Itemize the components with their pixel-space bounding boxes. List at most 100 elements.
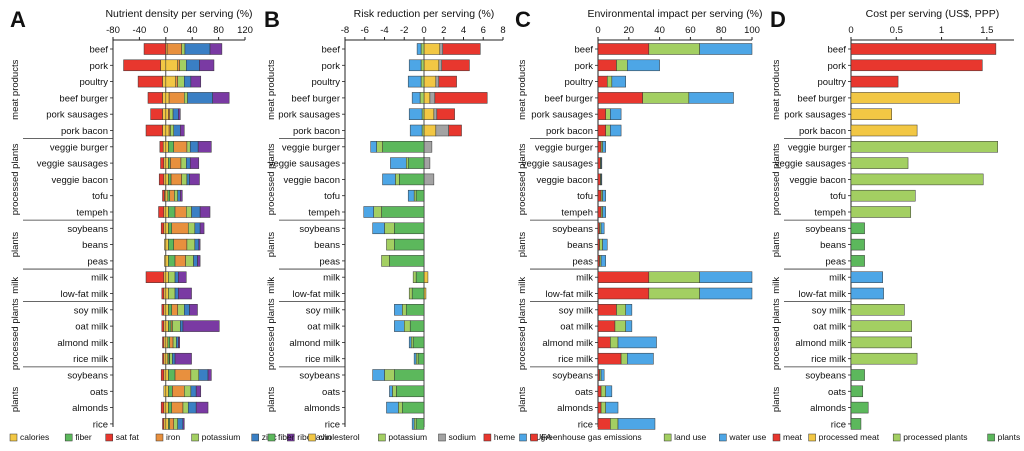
- bar-segment: [170, 157, 182, 169]
- bar-segment: [408, 287, 413, 300]
- legend-swatch: [378, 433, 386, 442]
- row-label: veggie bacon: [51, 175, 108, 186]
- bar-segment: [178, 108, 181, 120]
- bar-segment: [175, 75, 178, 88]
- bar-segment: [423, 75, 437, 88]
- bar-segment: [398, 401, 403, 414]
- row-label: tempeh: [561, 208, 593, 219]
- bar-segment: [382, 141, 425, 153]
- bar-segment: [165, 320, 169, 332]
- x-tick-label: 0: [421, 25, 426, 36]
- row-label: poultry: [311, 77, 340, 88]
- bar-segment: [610, 108, 622, 120]
- bar-segment: [419, 92, 425, 104]
- x-tick-label: 40: [654, 25, 665, 36]
- bar-segment: [166, 43, 182, 55]
- row-label: soy milk: [74, 305, 109, 316]
- bar-segment: [190, 75, 202, 88]
- bar-segment: [147, 92, 163, 104]
- bar-segment: [402, 304, 407, 316]
- bar: [850, 43, 997, 55]
- legend-swatch: [155, 433, 164, 442]
- x-tick-label: 80: [213, 25, 224, 36]
- row-label: oat milk: [560, 322, 593, 333]
- bar-segment: [165, 238, 169, 251]
- group-label: meat products: [266, 59, 277, 119]
- bar-segment: [189, 157, 200, 169]
- bar-segment: [417, 352, 425, 365]
- bar: [850, 59, 983, 72]
- x-tick-label: 100: [744, 25, 760, 36]
- bar-segment: [625, 320, 633, 332]
- bar-segment: [597, 108, 606, 120]
- bar-segment: [162, 418, 165, 430]
- bar-segment: [207, 369, 212, 381]
- bar-segment: [423, 173, 435, 186]
- bar-segment: [171, 222, 189, 235]
- bar-segment: [441, 59, 470, 72]
- legend-swatch: [267, 433, 276, 442]
- row-label: almond milk: [57, 338, 108, 349]
- row-label: tofu: [92, 191, 108, 202]
- legend-label: land use: [674, 432, 706, 442]
- bar-segment: [597, 59, 617, 72]
- legend-swatch: [64, 433, 73, 442]
- bar-segment: [408, 336, 412, 349]
- row-label: pork bacon: [293, 126, 340, 137]
- row-label: veggie bacon: [536, 175, 593, 186]
- group-label: processed plants: [771, 298, 782, 370]
- bar-segment: [438, 75, 457, 88]
- bar-segment: [170, 124, 174, 137]
- group-label: processed plants: [266, 143, 277, 215]
- bar-segment: [423, 287, 427, 300]
- bar-segment: [186, 173, 190, 186]
- row-label: beef: [322, 45, 341, 56]
- bar-segment: [648, 43, 700, 55]
- row-label: pork: [90, 61, 109, 72]
- bar-segment: [386, 238, 395, 251]
- row-label: beans: [820, 240, 846, 251]
- bar-segment: [162, 75, 167, 88]
- bar-segment: [186, 238, 196, 251]
- row-label: beans: [567, 240, 593, 251]
- row-label: milk: [323, 273, 340, 284]
- bar-segment: [174, 206, 187, 218]
- bar-segment: [408, 108, 423, 120]
- bar-segment: [597, 173, 601, 186]
- row-label: milk: [576, 273, 593, 284]
- bar-segment: [627, 352, 654, 365]
- bar: [850, 222, 865, 235]
- bar-segment: [123, 59, 161, 72]
- panel-title: Cost per serving (US$, PPP): [866, 8, 1000, 20]
- bar-segment: [423, 157, 431, 169]
- bar-segment: [174, 189, 178, 202]
- group-label: processed plants: [10, 298, 21, 370]
- bar-segment: [167, 336, 171, 349]
- bar-segment: [413, 189, 417, 202]
- bar-segment: [173, 124, 181, 137]
- bar-segment: [420, 59, 425, 72]
- row-label: tofu: [830, 191, 846, 202]
- bar-segment: [412, 271, 417, 283]
- legend-swatch: [287, 433, 295, 442]
- bar-segment: [165, 385, 169, 398]
- bar-segment: [165, 92, 170, 104]
- row-label: oats: [575, 387, 593, 398]
- bar-segment: [600, 401, 606, 414]
- legend-swatch: [519, 433, 527, 442]
- bar-segment: [597, 157, 601, 169]
- x-tick-label: 0.5: [890, 25, 903, 36]
- bar-segment: [191, 206, 201, 218]
- row-label: soy milk: [559, 305, 594, 316]
- bar-segment: [162, 141, 167, 153]
- bar: [850, 157, 909, 169]
- row-label: pork bacon: [546, 126, 593, 137]
- panel-letter: D: [770, 7, 786, 32]
- bar-segment: [402, 401, 425, 414]
- bar-segment: [404, 320, 411, 332]
- bar: [850, 401, 869, 414]
- bar: [850, 255, 865, 267]
- bar-segment: [163, 401, 167, 414]
- legend-swatch: [251, 433, 259, 442]
- legend-label: sodium: [449, 432, 476, 442]
